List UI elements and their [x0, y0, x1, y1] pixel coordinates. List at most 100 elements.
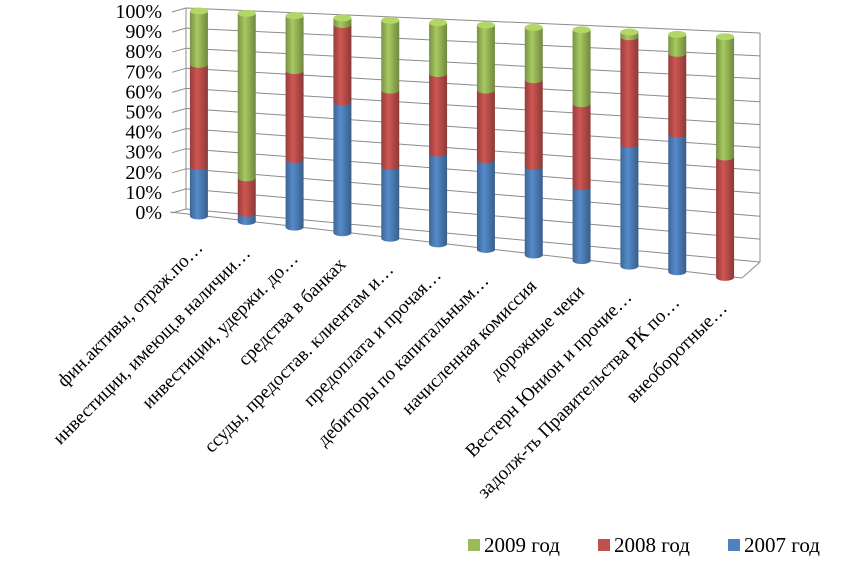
bar-stack — [716, 33, 735, 281]
floor-front-edge — [169, 211, 743, 279]
bar-segment — [429, 22, 448, 78]
legend-item: 2007 год — [728, 533, 820, 557]
bar-segment — [476, 90, 495, 164]
legend-label: 2007 год — [744, 533, 820, 557]
gridline — [185, 168, 761, 217]
legend-swatch — [468, 539, 480, 551]
bar-top-cap — [285, 12, 304, 20]
legend-swatch — [728, 539, 740, 551]
bar-top-cap — [572, 26, 591, 34]
bar-top-cap — [333, 14, 352, 22]
gridline — [185, 27, 761, 57]
bar-segment — [668, 53, 687, 138]
gridline — [185, 108, 761, 148]
gridline-side — [171, 67, 187, 73]
bar-stack — [524, 23, 543, 259]
bar-top-cap — [524, 23, 543, 31]
bar-top-cap — [668, 30, 687, 38]
y-tick-label: 40% — [125, 122, 162, 144]
bar-segment — [668, 34, 687, 57]
y-tick-label: 20% — [125, 162, 162, 184]
chart-bars — [189, 7, 735, 281]
chart-grid — [169, 7, 761, 279]
bar-segment — [429, 73, 448, 157]
bar-top-cap — [381, 16, 400, 24]
bar-segment — [620, 144, 639, 270]
y-tick-label: 50% — [125, 102, 162, 124]
y-tick-label: 80% — [125, 41, 162, 63]
bar-segment — [237, 177, 256, 217]
legend-label: 2009 год — [484, 533, 560, 557]
gridline — [185, 67, 761, 103]
bar-top-cap — [189, 7, 208, 15]
bar-stack — [237, 9, 256, 226]
legend-swatch — [598, 539, 610, 551]
bar-segment — [381, 20, 400, 94]
y-axis-ticks: 0%10%20%30%40%50%60%70%80%90%100% — [115, 1, 162, 224]
bar-segment — [381, 166, 400, 242]
floor-right-edge — [741, 261, 761, 279]
gridline — [185, 7, 761, 34]
bar-stack — [189, 7, 208, 220]
bar-stack — [476, 21, 495, 253]
y-tick-label: 30% — [125, 142, 162, 164]
gridline — [185, 208, 761, 263]
bar-stack — [333, 14, 352, 237]
gridline — [185, 188, 761, 240]
bar-segment — [524, 27, 543, 84]
gridline-side — [171, 87, 187, 93]
bar-segment — [476, 25, 495, 94]
bar-top-cap — [476, 21, 495, 29]
gridline — [185, 128, 761, 171]
bar-stack — [668, 30, 687, 276]
bar-top-cap — [716, 33, 735, 41]
bar-segment — [620, 36, 639, 148]
legend-item: 2009 год — [468, 533, 560, 557]
bar-top-cap — [429, 19, 448, 27]
bar-segment — [716, 157, 735, 281]
x-category-label: внеоборотные… — [622, 298, 731, 407]
bar-segment — [189, 11, 208, 68]
gridline-side — [171, 148, 187, 154]
gridline-side — [171, 47, 187, 53]
gridline-side — [171, 128, 187, 134]
bar-stack — [620, 28, 639, 270]
bar-segment — [429, 153, 448, 248]
bar-segment — [189, 64, 208, 171]
bar-segment — [572, 29, 591, 108]
gridline-side — [171, 188, 187, 194]
bar-segment — [285, 70, 304, 163]
gridline-side — [171, 108, 187, 113]
legend-item: 2008 год — [598, 533, 690, 557]
legend-label: 2008 год — [614, 533, 690, 557]
bar-stack — [381, 16, 400, 242]
bar-segment — [285, 15, 304, 75]
gridline-side — [171, 7, 187, 13]
bar-segment — [333, 101, 352, 237]
gridline-side — [171, 27, 187, 33]
bar-stack — [429, 19, 448, 248]
bar-segment — [285, 159, 304, 231]
y-tick-label: 60% — [125, 81, 162, 103]
x-category-label: дорожные чеки — [486, 281, 589, 384]
bar-stack — [285, 12, 304, 231]
bar-segment — [524, 166, 543, 259]
bar-segment — [333, 24, 352, 106]
bar-top-cap — [620, 28, 639, 36]
y-tick-label: 90% — [125, 21, 162, 43]
bar-segment — [716, 36, 735, 161]
gridline — [185, 87, 761, 126]
bar-top-cap — [237, 9, 256, 17]
y-tick-label: 0% — [135, 202, 162, 224]
y-tick-label: 10% — [125, 182, 162, 204]
x-axis-categories: фин.активы, отраж.по…инвестиции, имеющ.в… — [49, 237, 732, 502]
gridline — [185, 47, 761, 80]
bar-stack — [572, 26, 591, 265]
y-tick-label: 70% — [125, 61, 162, 83]
bar-segment — [524, 79, 543, 170]
bar-segment — [668, 134, 687, 276]
bar-segment — [237, 13, 256, 182]
gridline — [185, 148, 761, 194]
bar-segment — [572, 103, 591, 191]
